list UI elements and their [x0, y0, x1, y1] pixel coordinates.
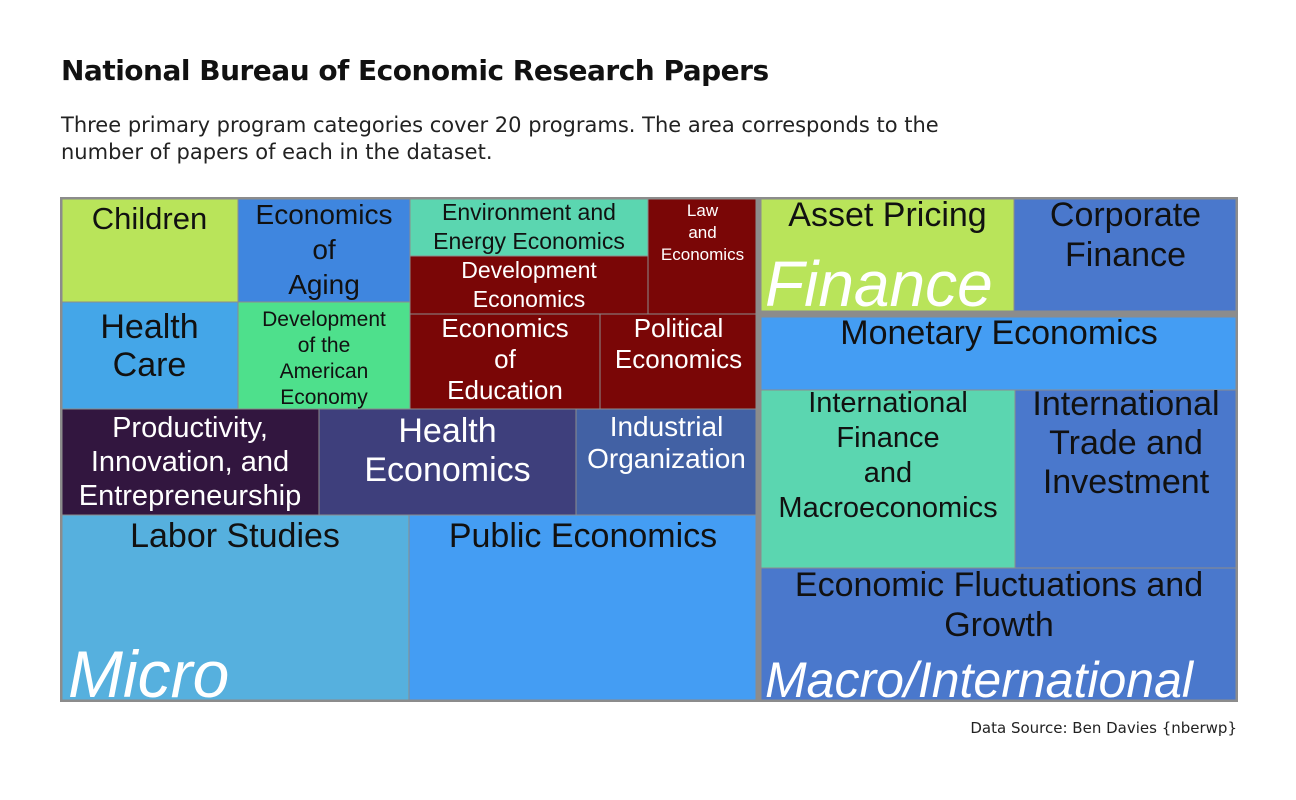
tile-rect [409, 255, 649, 315]
tile-rect [1014, 389, 1238, 569]
tile-international-finance-and-macroeconomics[interactable]: International Finance and Macroeconomics [760, 387, 1016, 569]
tile-public-economics[interactable]: Public Economics [408, 514, 758, 702]
tile-rect [760, 197, 1015, 313]
tile-rect [237, 197, 411, 303]
category-label-finance: Finance [765, 248, 993, 320]
tile-label: Productivity, Innovation, and Entrepreneur… [79, 412, 301, 512]
tile-label: Economics of Aging [256, 199, 393, 300]
tile-rect [1013, 197, 1238, 313]
tile-label: Economic Fluctuations and Growth [795, 566, 1203, 644]
tile-rect [237, 301, 411, 410]
tile-economics-of-aging[interactable]: Economics of Aging [237, 197, 411, 303]
tile-corporate-finance[interactable]: Corporate Finance [1013, 197, 1238, 313]
tile-rect [599, 313, 758, 410]
tile-environment-and-energy-economics[interactable]: Environment and Energy Economics [409, 197, 649, 257]
tile-industrial-organization[interactable]: Industrial Organization [575, 408, 758, 516]
tile-health-economics[interactable]: Health Economics [318, 408, 577, 516]
tile-international-trade-and-investment[interactable]: International Trade and Investment [1014, 385, 1238, 569]
tile-label: Industrial Organization [587, 411, 746, 474]
treemap-chart: Labor Studies Public Economics Productivit… [60, 197, 1238, 702]
tile-health-care[interactable]: Health Care [60, 301, 239, 410]
tile-law-and-economics[interactable]: Law and Economics [647, 197, 758, 315]
tile-label: Health Economics [364, 412, 530, 489]
treemap-svg: Labor Studies Public Economics Productivit… [60, 197, 1238, 702]
tile-label: Monetary Economics [840, 314, 1157, 352]
category-border [758, 197, 1238, 314]
tile-economic-fluctuations-and-growth[interactable]: Economic Fluctuations and Growth [760, 566, 1238, 702]
tile-label: Health Care [100, 308, 198, 384]
tile-rect [409, 313, 601, 410]
tile-labor-studies[interactable]: Labor Studies [60, 514, 410, 702]
tile-label: Law and Economics [661, 201, 744, 264]
tile-label: Development Economics [461, 257, 597, 312]
tile-rect [60, 514, 410, 702]
tile-label: Asset Pricing [788, 197, 986, 234]
tile-label: Labor Studies [130, 517, 340, 555]
chart-subtitle: Three primary program categories cover 2… [61, 113, 939, 164]
chart-title: National Bureau of Economic Research Pap… [61, 54, 769, 87]
tile-rect [647, 197, 758, 315]
category-macro-international: Monetary Economics International Finance an… [758, 314, 1238, 702]
tile-productivity-innovation-and-entrepreneurship[interactable]: Productivity, Innovation, and Entrepreneur… [60, 408, 320, 516]
tile-label: International Finance and Macroeconomics [778, 387, 997, 524]
category-finance: Asset Pricing Corporate Finance Finance [758, 197, 1238, 320]
tile-economics-of-education[interactable]: Economics of Education [409, 313, 601, 410]
data-source: Data Source: Ben Davies {nberwp} [970, 719, 1237, 737]
tile-label: International Trade and Investment [1032, 385, 1219, 501]
tile-development-economics[interactable]: Development Economics [409, 255, 649, 315]
tile-children[interactable]: Children [60, 197, 239, 303]
category-micro: Labor Studies Public Economics Productivit… [60, 197, 759, 702]
tile-asset-pricing[interactable]: Asset Pricing [760, 197, 1015, 313]
tile-rect [575, 408, 758, 516]
tile-label: Public Economics [449, 517, 717, 555]
tile-label: Development of the American Economy [262, 308, 386, 409]
tile-label: Environment and Energy Economics [433, 199, 625, 254]
category-border [60, 197, 759, 702]
tile-label: Political Economics [615, 313, 742, 374]
category-label-micro: Micro [68, 637, 229, 702]
category-border [758, 314, 1238, 702]
tile-label: Children [92, 201, 207, 236]
tile-label: Corporate Finance [1050, 197, 1201, 274]
tile-rect [760, 567, 1238, 702]
tile-rect [760, 389, 1016, 569]
tile-development-of-the-american-economy[interactable]: Development of the American Economy [237, 301, 411, 410]
tile-rect [60, 408, 320, 516]
tile-political-economics[interactable]: Political Economics [599, 313, 758, 410]
tile-monetary-economics[interactable]: Monetary Economics [760, 314, 1238, 391]
tile-rect [409, 197, 649, 257]
tile-rect [60, 301, 239, 410]
category-label-macro-international: Macro/International [765, 652, 1195, 702]
tile-label: Economics of Education [441, 313, 568, 405]
